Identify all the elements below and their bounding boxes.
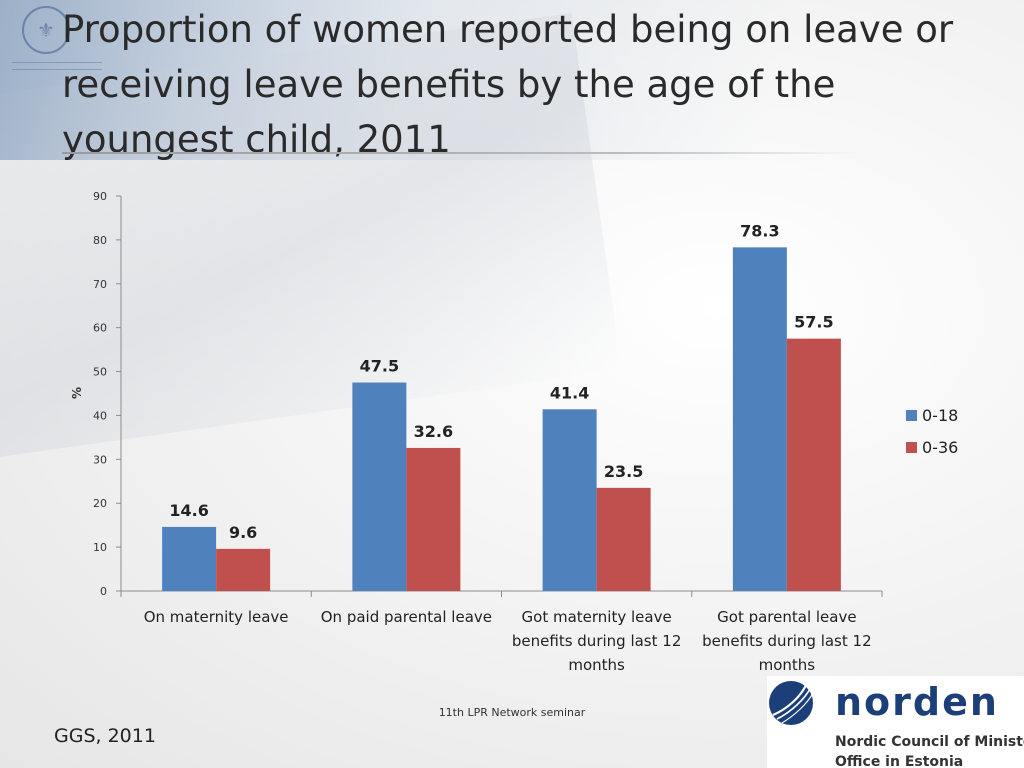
- y-tick-label: 90: [93, 190, 107, 203]
- data-label: 14.6: [169, 501, 208, 520]
- data-label: 41.4: [550, 383, 589, 402]
- legend-swatch-0-18: [906, 410, 917, 421]
- norden-subtitle-line2: Office in Estonia: [835, 754, 964, 768]
- category-label: On paid parental leave: [321, 608, 492, 626]
- y-tick-label: 70: [93, 278, 107, 291]
- data-label: 47.5: [360, 357, 399, 376]
- category-label: On maternity leave: [144, 608, 289, 626]
- category-label: Got parental leave: [717, 608, 856, 626]
- bar-0-18-4: [732, 247, 787, 591]
- bar-0-18-3: [542, 409, 597, 591]
- bar-0-18-1: [162, 526, 217, 591]
- footer-seminar: 11th LPR Network seminar: [438, 706, 586, 719]
- norden-subtitle-line1: Nordic Council of Ministers’: [835, 734, 1024, 750]
- data-label: 57.5: [794, 313, 833, 332]
- category-label: months: [759, 656, 816, 674]
- y-tick-label: 80: [93, 234, 107, 247]
- header-background: [0, 0, 1024, 160]
- university-seal-icon: ⚜: [22, 6, 70, 54]
- y-tick-label: 40: [93, 409, 107, 422]
- y-axis-title: %: [70, 387, 84, 399]
- bar-0-36-1: [216, 548, 271, 591]
- bar-0-36-3: [596, 487, 651, 591]
- legend-label: 0-36: [922, 438, 958, 457]
- y-tick-label: 50: [93, 366, 107, 379]
- category-label: months: [568, 656, 625, 674]
- bar-chart: 0 10 20 30 40 50 60 70 80 90% 14.6 9.6 On maternity …: [70, 190, 958, 674]
- legend-label: 0-18: [922, 406, 958, 425]
- bar-0-36-2: [406, 447, 461, 591]
- norden-swan-icon: [769, 681, 814, 725]
- data-label: 23.5: [604, 462, 643, 481]
- norden-wordmark: norden: [835, 680, 999, 724]
- category-label: Got maternity leave: [522, 608, 672, 626]
- y-tick-label: 0: [100, 585, 107, 598]
- y-tick-label: 10: [93, 541, 107, 554]
- data-label: 32.6: [414, 422, 453, 441]
- bar-0-36-4: [786, 338, 841, 591]
- y-tick-label: 60: [93, 322, 107, 335]
- legend-swatch-0-36: [906, 442, 917, 453]
- data-label: 9.6: [229, 523, 257, 542]
- seal-caption-decoration: [12, 62, 102, 70]
- data-label: 78.3: [740, 221, 779, 240]
- footer-source: GGS, 2011: [54, 725, 156, 747]
- norden-logo: norden Nordic Council of Ministers’ Offi…: [767, 676, 1024, 768]
- category-label: benefits during last 12: [702, 632, 871, 650]
- y-tick-label: 20: [93, 497, 107, 510]
- title-divider: [62, 152, 862, 154]
- category-label: benefits during last 12: [512, 632, 681, 650]
- y-tick-label: 30: [93, 453, 107, 466]
- bar-0-18-2: [352, 382, 407, 591]
- norden-subtitle: Nordic Council of Ministers’ Office in E…: [835, 732, 1024, 768]
